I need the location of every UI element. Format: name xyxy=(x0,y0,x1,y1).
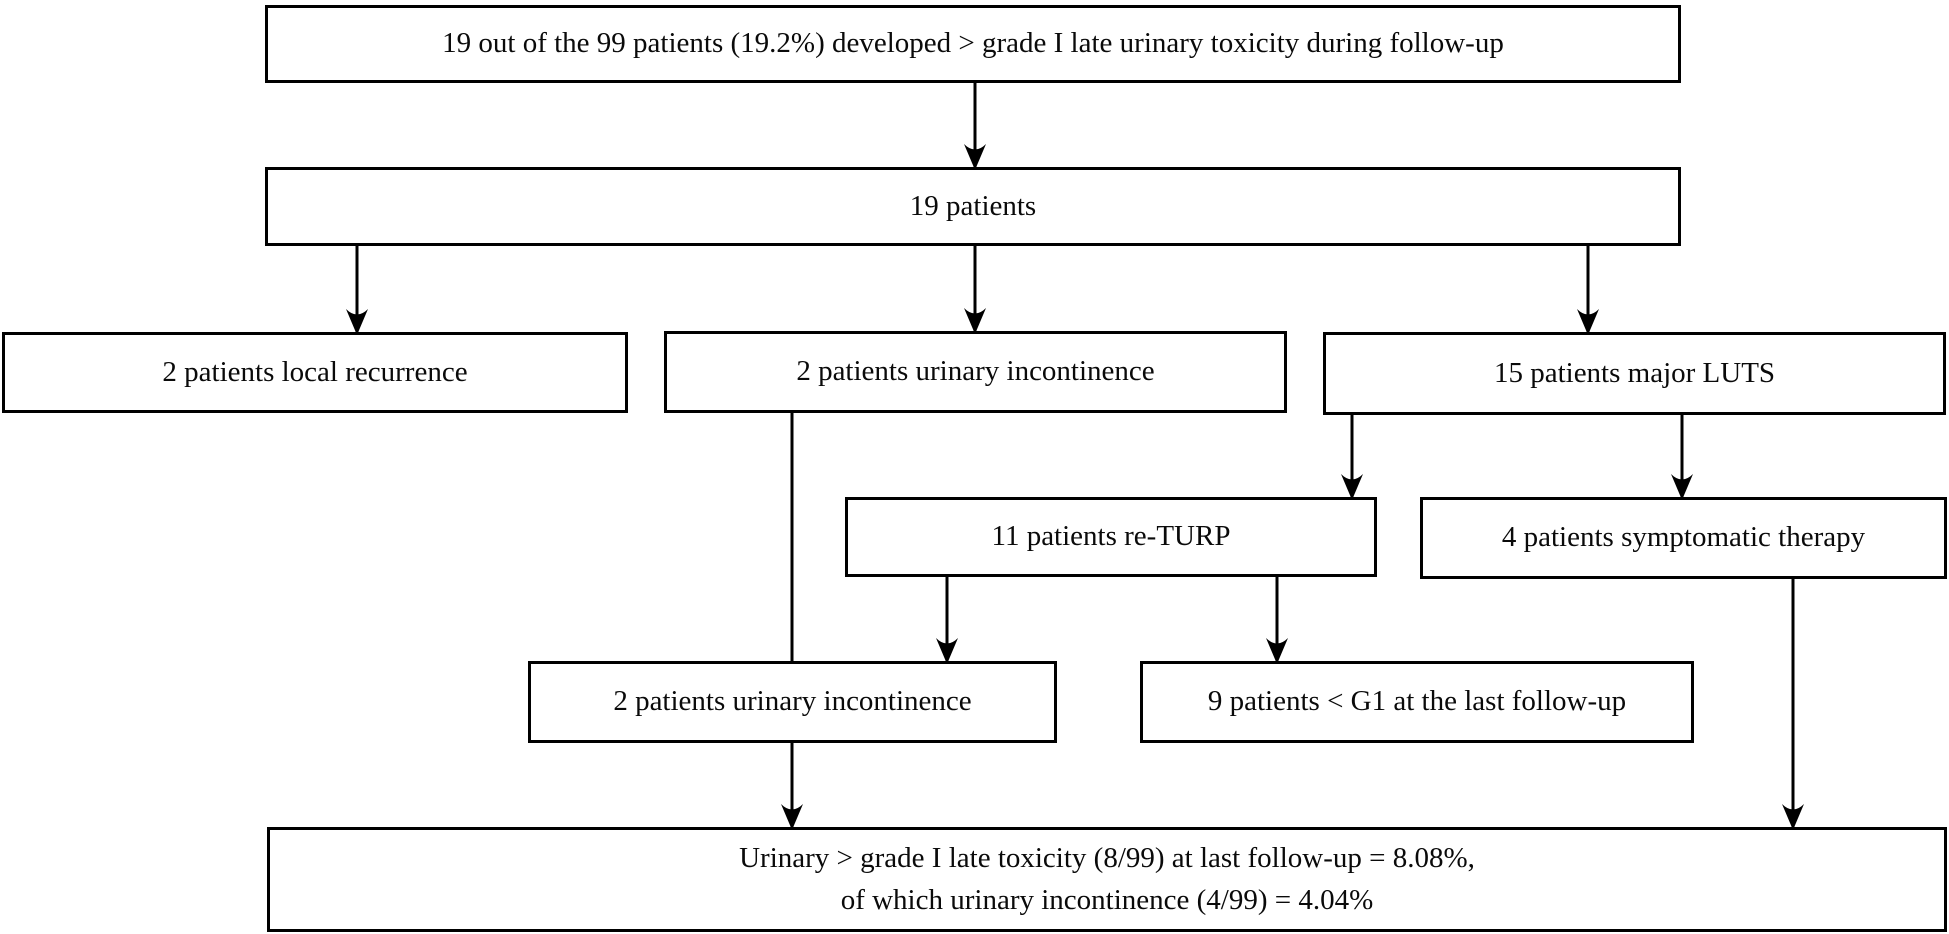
node-major-luts-label: 15 patients major LUTS xyxy=(1493,356,1776,389)
node-root-label: 19 out of the 99 patients (19.2%) develo… xyxy=(442,27,1504,60)
node-local-recurrence: 2 patients local recurrence xyxy=(2,332,628,413)
node-summary: Urinary > grade I late toxicity (8/99) a… xyxy=(267,827,1947,932)
node-below-g1: 9 patients < G1 at the last follow-up xyxy=(1140,661,1694,743)
node-root: 19 out of the 99 patients (19.2%) develo… xyxy=(265,5,1681,83)
node-re-turp: 11 patients re-TURP xyxy=(845,497,1377,577)
node-summary-line1: Urinary > grade I late toxicity (8/99) a… xyxy=(739,842,1475,875)
node-major-luts: 15 patients major LUTS xyxy=(1323,332,1946,415)
node-local-recurrence-label: 2 patients local recurrence xyxy=(162,355,468,388)
node-symptomatic-therapy: 4 patients symptomatic therapy xyxy=(1420,497,1947,579)
node-persistent-incontinence: 2 patients urinary incontinence xyxy=(528,661,1057,743)
node-re-turp-label: 11 patients re-TURP xyxy=(991,520,1231,553)
node-summary-line2: of which urinary incontinence (4/99) = 4… xyxy=(840,883,1374,916)
node-urinary-incontinence-label: 2 patients urinary incontinence xyxy=(796,355,1155,388)
node-persistent-incontinence-label: 2 patients urinary incontinence xyxy=(613,685,972,718)
node-symptomatic-therapy-label: 4 patients symptomatic therapy xyxy=(1501,521,1866,554)
node-cohort: 19 patients xyxy=(265,167,1681,246)
node-cohort-label: 19 patients xyxy=(909,189,1037,222)
node-below-g1-label: 9 patients < G1 at the last follow-up xyxy=(1207,685,1627,718)
node-urinary-incontinence: 2 patients urinary incontinence xyxy=(664,331,1287,413)
